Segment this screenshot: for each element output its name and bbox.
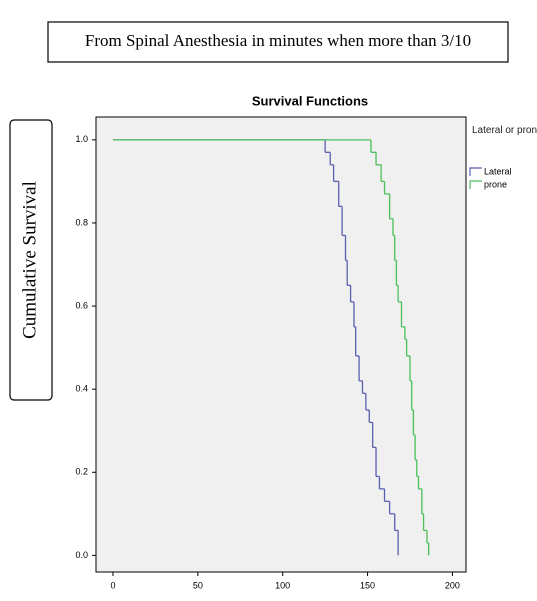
chart-title: Survival Functions bbox=[252, 93, 368, 108]
y-tick-label: 0.2 bbox=[75, 467, 88, 477]
side-box bbox=[9, 119, 53, 401]
legend-title: Lateral or prone bbox=[472, 125, 537, 136]
legend-marker bbox=[469, 180, 482, 189]
y-tick-label: 0.0 bbox=[75, 550, 88, 560]
y-tick-label: 1.0 bbox=[75, 134, 88, 144]
header-text: From Spinal Anesthesia in minutes when m… bbox=[85, 31, 471, 50]
y-axis-label: Cumulative Survival bbox=[19, 181, 40, 339]
y-tick-label: 0.6 bbox=[75, 300, 88, 310]
legend-label: Lateral bbox=[484, 166, 512, 176]
plot-area bbox=[95, 116, 467, 573]
x-tick-label: 0 bbox=[110, 580, 115, 590]
legend-marker bbox=[469, 167, 482, 176]
x-tick-label: 200 bbox=[445, 580, 460, 590]
y-tick-label: 0.4 bbox=[75, 384, 88, 394]
header-box bbox=[47, 21, 509, 63]
x-tick-label: 100 bbox=[275, 580, 290, 590]
y-tick-label: 0.8 bbox=[75, 217, 88, 227]
x-tick-label: 50 bbox=[193, 580, 203, 590]
x-tick-label: 150 bbox=[360, 580, 375, 590]
legend-label: prone bbox=[484, 179, 507, 189]
